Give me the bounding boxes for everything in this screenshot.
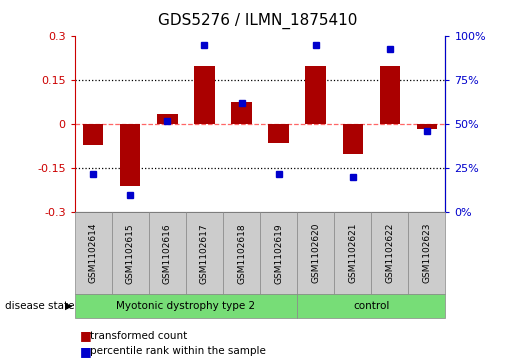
Text: GSM1102623: GSM1102623 [422,223,432,284]
Bar [342,124,363,154]
Bar [120,124,141,186]
Text: percentile rank within the sample: percentile rank within the sample [90,346,266,356]
Text: GDS5276 / ILMN_1875410: GDS5276 / ILMN_1875410 [158,13,357,29]
Text: GSM1102622: GSM1102622 [385,223,394,284]
Text: transformed count: transformed count [90,331,187,341]
Bar [83,124,104,145]
Text: GSM1102619: GSM1102619 [274,223,283,284]
Bar [305,66,326,124]
Text: ■: ■ [80,345,92,358]
Bar [268,124,289,143]
Bar [380,66,400,124]
Text: GSM1102620: GSM1102620 [311,223,320,284]
Bar [157,114,178,124]
Bar [194,66,215,124]
Text: GSM1102614: GSM1102614 [89,223,98,284]
Text: ■: ■ [80,329,92,342]
Bar [231,102,252,124]
Bar [417,124,437,129]
Text: GSM1102618: GSM1102618 [237,223,246,284]
Text: GSM1102617: GSM1102617 [200,223,209,284]
Text: GSM1102621: GSM1102621 [348,223,357,284]
Text: ▶: ▶ [65,301,72,311]
Text: GSM1102616: GSM1102616 [163,223,172,284]
Text: disease state: disease state [5,301,75,311]
Text: control: control [353,301,389,311]
Text: Myotonic dystrophy type 2: Myotonic dystrophy type 2 [116,301,255,311]
Text: GSM1102615: GSM1102615 [126,223,135,284]
